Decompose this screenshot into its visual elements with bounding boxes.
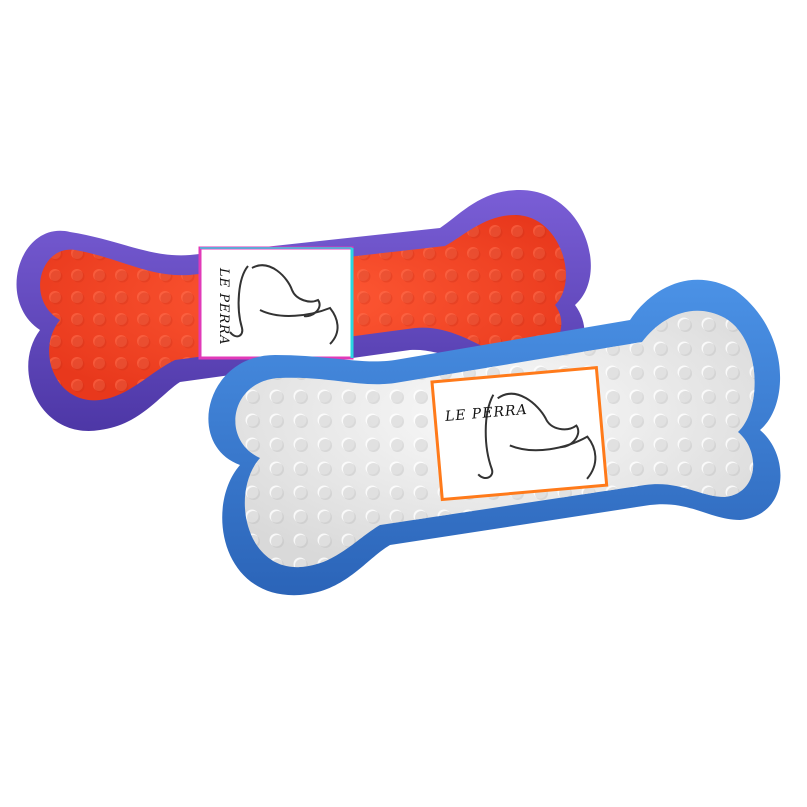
blue-bone-brand-text: LE PERRA: [443, 402, 528, 425]
blue-bone-label: LE PERRA: [430, 365, 609, 502]
dog-sketch-logo: [477, 392, 597, 480]
dog-sketch-logo: [229, 264, 339, 345]
purple-bone-brand-text: LE PERRA: [216, 267, 231, 345]
blue-bone-toy: LE PERRA: [208, 279, 781, 596]
purple-bone-label: LE PERRA: [198, 246, 354, 360]
purple-bone-toy: LE PERRA: [16, 190, 591, 431]
